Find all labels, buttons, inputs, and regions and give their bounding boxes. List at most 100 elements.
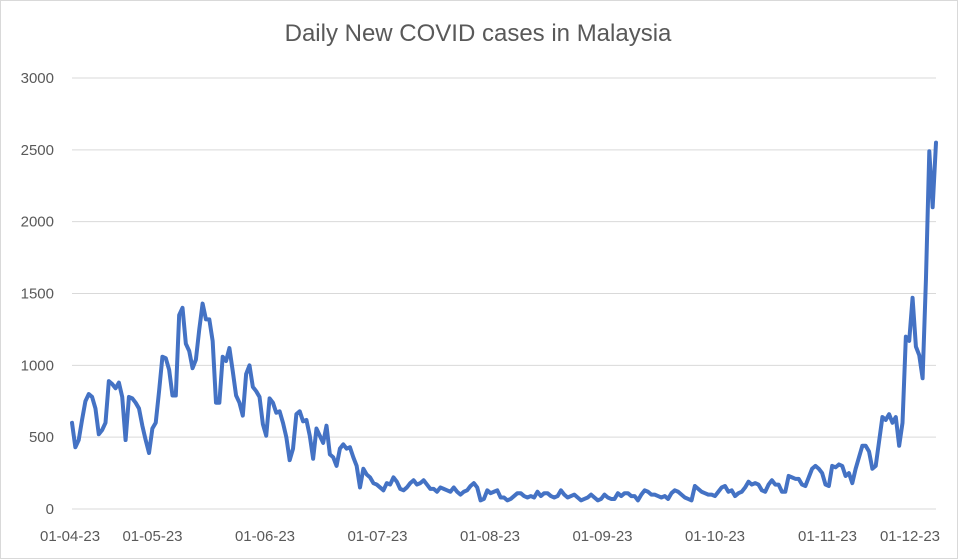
data-point xyxy=(914,345,917,348)
data-point xyxy=(797,477,800,480)
data-point xyxy=(496,489,499,492)
data-point xyxy=(114,387,117,390)
data-point xyxy=(151,427,154,430)
data-point xyxy=(191,367,194,370)
x-tick-label: 01-07-23 xyxy=(347,528,407,545)
data-point xyxy=(305,418,308,421)
data-point xyxy=(359,486,362,489)
data-point xyxy=(633,495,636,498)
series-line xyxy=(70,140,938,503)
data-point xyxy=(673,489,676,492)
data-point xyxy=(513,495,516,498)
data-point xyxy=(204,318,207,321)
data-point xyxy=(911,296,914,299)
data-point xyxy=(787,474,790,477)
data-point xyxy=(717,490,720,493)
data-point xyxy=(539,495,542,498)
data-point xyxy=(362,467,365,470)
data-point xyxy=(801,483,804,486)
data-point xyxy=(452,486,455,489)
data-point xyxy=(164,357,167,360)
data-point xyxy=(837,463,840,466)
data-point xyxy=(298,410,301,413)
data-point xyxy=(747,480,750,483)
data-point xyxy=(402,489,405,492)
data-point xyxy=(660,496,663,499)
data-point xyxy=(626,492,629,495)
data-point xyxy=(767,483,770,486)
data-point xyxy=(623,492,626,495)
x-tick-label: 01-10-23 xyxy=(685,528,745,545)
x-tick-label: 01-06-23 xyxy=(235,528,295,545)
data-point xyxy=(459,493,462,496)
data-point xyxy=(77,439,80,442)
data-point xyxy=(720,486,723,489)
data-point xyxy=(499,496,502,499)
y-tick-label: 2500 xyxy=(21,142,54,159)
data-point xyxy=(415,483,418,486)
data-point xyxy=(693,485,696,488)
data-point xyxy=(439,486,442,489)
data-point xyxy=(154,421,157,424)
data-point xyxy=(677,490,680,493)
data-point xyxy=(650,493,653,496)
data-point xyxy=(563,493,566,496)
data-point xyxy=(148,451,151,454)
data-point xyxy=(821,472,824,475)
data-point xyxy=(472,482,475,485)
data-point xyxy=(841,464,844,467)
data-point xyxy=(466,489,469,492)
data-point xyxy=(332,456,335,459)
data-point xyxy=(218,401,221,404)
data-point xyxy=(918,354,921,357)
data-point xyxy=(369,476,372,479)
data-point xyxy=(844,474,847,477)
data-point xyxy=(395,480,398,483)
data-point xyxy=(576,496,579,499)
data-point xyxy=(469,485,472,488)
data-point xyxy=(345,447,348,450)
data-point xyxy=(506,499,509,502)
data-point xyxy=(777,483,780,486)
data-point xyxy=(566,496,569,499)
data-point xyxy=(251,385,254,388)
data-point xyxy=(161,355,164,358)
data-point xyxy=(854,467,857,470)
y-tick-label: 2000 xyxy=(21,214,54,231)
data-point xyxy=(888,413,891,416)
data-point xyxy=(804,485,807,488)
data-point xyxy=(281,421,284,424)
data-point xyxy=(603,493,606,496)
data-point xyxy=(228,347,231,350)
data-point xyxy=(137,407,140,410)
data-point xyxy=(168,368,171,371)
data-point xyxy=(683,496,686,499)
data-point xyxy=(791,476,794,479)
data-point xyxy=(184,342,187,345)
data-point xyxy=(857,456,860,459)
data-point xyxy=(328,453,331,456)
data-point xyxy=(878,440,881,443)
data-point xyxy=(727,490,730,493)
data-point xyxy=(379,486,382,489)
data-point xyxy=(355,464,358,467)
data-point xyxy=(248,364,251,367)
data-point xyxy=(312,457,315,460)
x-tick-label: 01-12-23 xyxy=(880,528,940,545)
chart-title: Daily New COVID cases in Malaysia xyxy=(284,20,672,47)
series-group xyxy=(70,140,938,503)
data-point xyxy=(194,358,197,361)
data-point xyxy=(372,482,375,485)
data-point xyxy=(71,421,74,424)
data-point xyxy=(295,413,298,416)
y-tick-label: 1500 xyxy=(21,286,54,303)
data-point xyxy=(288,459,291,462)
data-point xyxy=(285,436,288,439)
data-point xyxy=(533,496,536,499)
gridlines xyxy=(72,77,936,510)
data-point xyxy=(134,401,137,404)
data-point xyxy=(315,427,318,430)
data-point xyxy=(107,380,110,383)
data-point xyxy=(750,483,753,486)
